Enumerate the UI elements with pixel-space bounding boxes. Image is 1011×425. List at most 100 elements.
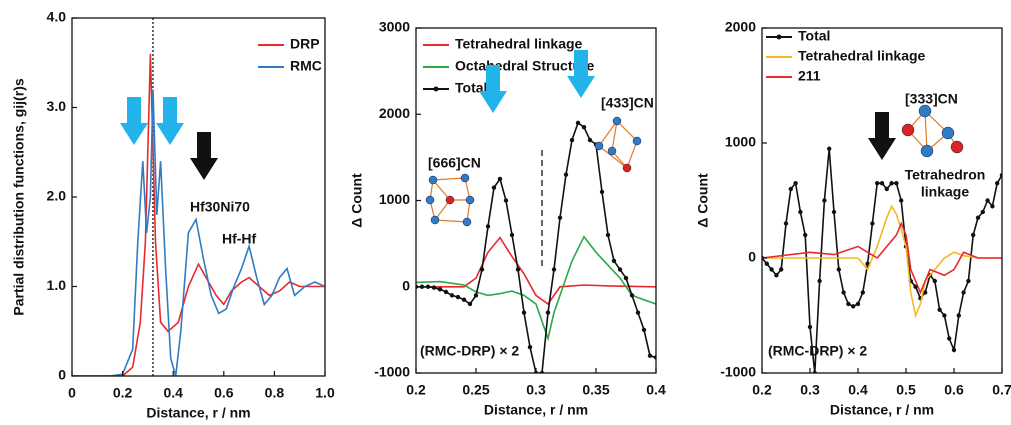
point — [841, 290, 846, 295]
point — [587, 137, 593, 143]
point — [605, 232, 611, 238]
point — [889, 181, 894, 186]
legend-label: Total — [798, 28, 830, 44]
x-tick-label: 0.5 — [896, 382, 916, 398]
y-axis-label: Δ Count — [349, 173, 365, 228]
x-tick-label: 0.25 — [462, 382, 489, 398]
arrow — [479, 65, 507, 113]
icon-atom — [941, 126, 955, 140]
point — [875, 181, 880, 186]
x-tick-label: 0.35 — [582, 382, 609, 398]
annotation: Tetrahedron — [905, 167, 986, 183]
annotation: linkage — [921, 184, 969, 200]
icon-bond — [432, 177, 466, 181]
point — [581, 124, 587, 130]
point — [485, 224, 491, 229]
annotation: Hf-Hf — [222, 231, 257, 247]
point — [509, 232, 515, 238]
plot-frame — [415, 27, 657, 374]
legend-label: 211 — [798, 68, 821, 84]
point — [491, 185, 497, 190]
point — [831, 209, 837, 215]
x-axis-label: Distance, r / nm — [830, 402, 934, 418]
annotation: [433]CN — [601, 95, 654, 111]
y-tick-label: 3.0 — [47, 98, 67, 114]
point — [860, 290, 865, 295]
arrow — [120, 97, 148, 145]
series-line — [762, 221, 1002, 295]
point — [923, 290, 928, 295]
icon-atom — [918, 104, 932, 118]
icon-atom — [622, 163, 632, 173]
x-tick-label: 0.6 — [944, 382, 964, 398]
point — [783, 221, 789, 226]
x-tick-label: 1.0 — [315, 385, 335, 401]
point — [990, 204, 995, 209]
x-tick-label: 0.8 — [265, 385, 285, 401]
annotation: [666]CN — [428, 155, 481, 171]
point — [855, 301, 861, 307]
point — [779, 267, 784, 272]
point — [461, 297, 467, 302]
point — [894, 181, 899, 186]
y-tick-label: 1000 — [379, 191, 410, 207]
series-line — [762, 204, 1002, 319]
point — [980, 209, 985, 215]
annotation: (RMC-DRP) × 2 — [768, 343, 867, 359]
arrow — [190, 132, 218, 180]
y-tick-label: 1000 — [725, 134, 756, 150]
icon-atom — [607, 146, 617, 156]
y-tick-label: 0 — [402, 277, 410, 293]
y-tick-label: -1000 — [720, 364, 756, 380]
point — [455, 294, 461, 300]
x-tick-label: 0.4 — [646, 382, 666, 398]
annotation: Hf30Ni70 — [190, 199, 250, 215]
x-tick-label: 0 — [68, 385, 76, 401]
point — [599, 189, 605, 195]
x-tick-label: 0.2 — [113, 385, 133, 401]
point — [803, 232, 808, 238]
icon-bond — [611, 120, 618, 152]
point — [985, 198, 990, 203]
point — [827, 146, 832, 151]
legend-label: RMC — [290, 58, 322, 74]
point — [788, 186, 793, 192]
x-axis-label: Distance, r / nm — [146, 405, 250, 421]
icon-atom — [425, 195, 435, 205]
x-axis-label: Distance, r / nm — [484, 402, 588, 418]
plot-frame — [71, 17, 326, 377]
point — [563, 172, 569, 177]
x-tick-label: 0.3 — [526, 382, 546, 398]
point — [611, 258, 617, 264]
point — [851, 304, 856, 309]
icon-atom — [632, 136, 642, 146]
arrow — [156, 97, 184, 145]
series-line — [416, 236, 656, 306]
y-axis-label: Δ Count — [695, 173, 711, 228]
icon-atom — [430, 215, 440, 225]
point — [807, 324, 813, 330]
point — [419, 284, 425, 289]
point — [521, 310, 527, 315]
legend-label: Tetrahedral linkage — [798, 48, 926, 64]
icon-atom — [445, 195, 455, 205]
y-tick-label: 4.0 — [47, 9, 67, 25]
arrow — [868, 112, 896, 160]
y-tick-label: -1000 — [374, 364, 410, 380]
point — [569, 137, 575, 143]
legend-marker — [433, 86, 439, 92]
y-axis-label: Partial distribution functions, gij(r)s — [11, 78, 27, 315]
point — [961, 290, 966, 295]
icon-atom — [594, 141, 604, 151]
icon-atom — [920, 144, 934, 158]
point — [551, 267, 557, 272]
point — [575, 120, 581, 126]
point — [557, 215, 563, 220]
point — [437, 287, 443, 292]
annotation: [333]CN — [905, 91, 958, 107]
icon-bond — [598, 120, 618, 147]
icon-bond — [432, 179, 451, 201]
series-line — [72, 53, 325, 376]
icon-atom — [950, 140, 964, 154]
icon-atom — [901, 123, 915, 137]
